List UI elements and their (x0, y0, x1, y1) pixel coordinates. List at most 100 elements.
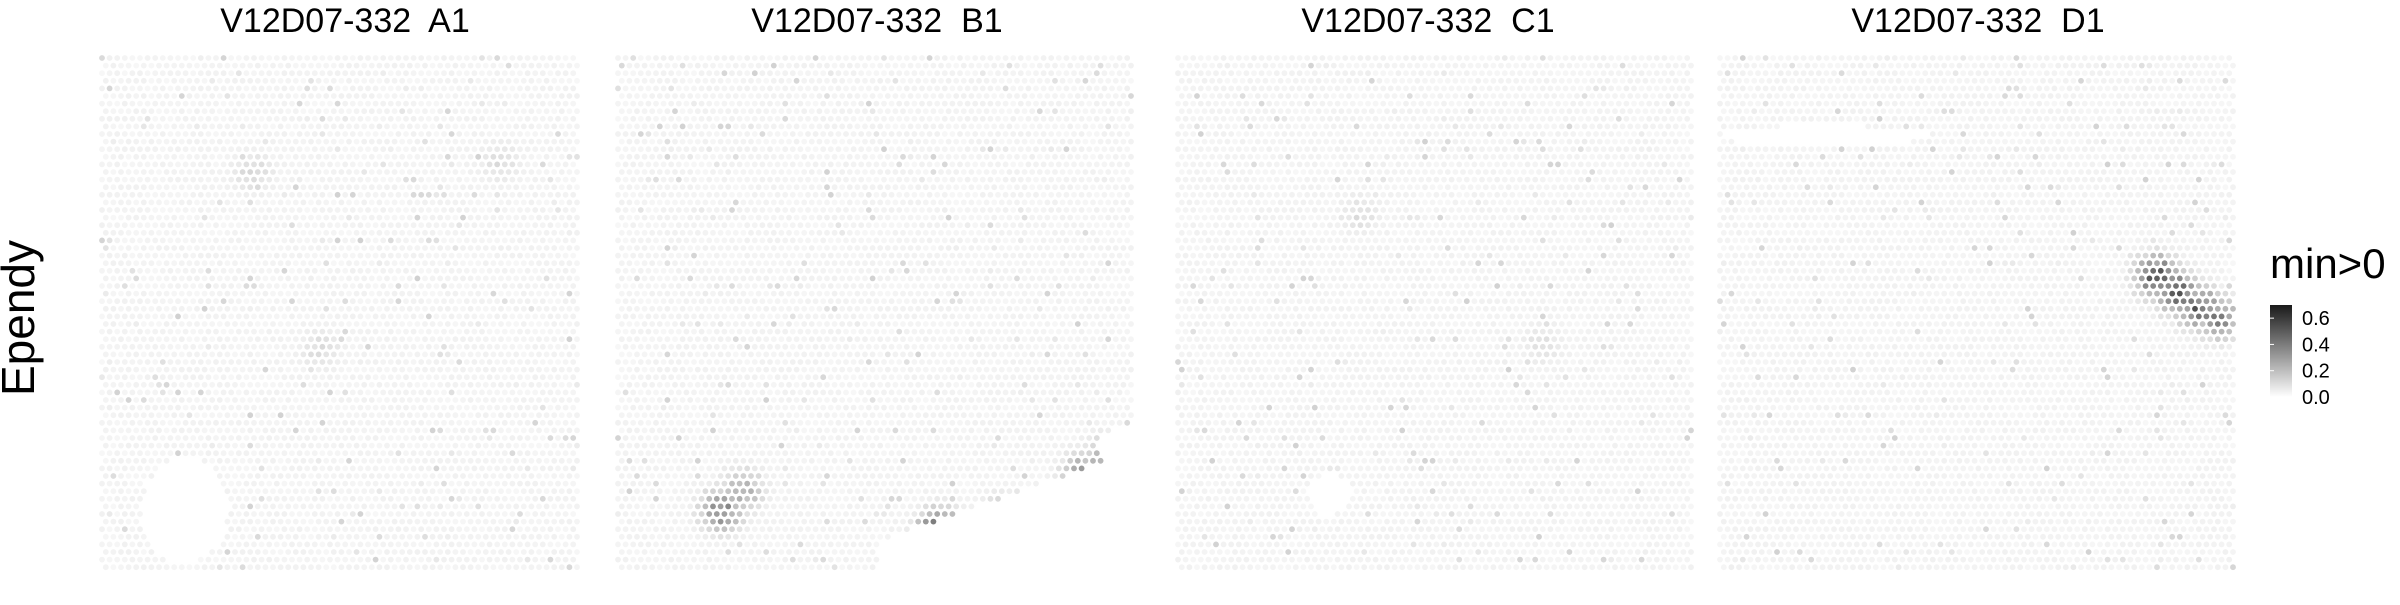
spot (235, 389, 242, 396)
spot (357, 222, 364, 229)
spot (539, 176, 546, 183)
spot (349, 389, 356, 396)
spot (479, 100, 485, 107)
spot (1112, 123, 1119, 130)
spot (494, 100, 501, 107)
spot (524, 222, 531, 229)
spot (270, 321, 276, 327)
spot (539, 237, 546, 244)
spot (384, 77, 390, 84)
spot (456, 298, 463, 305)
spot (425, 237, 432, 244)
spot (311, 176, 318, 183)
spot (368, 518, 375, 525)
spot (710, 108, 716, 115)
spot (399, 442, 406, 449)
spot (125, 245, 132, 251)
spot (289, 511, 295, 517)
spot (532, 237, 539, 244)
spot (243, 389, 250, 396)
spot (254, 351, 261, 358)
spot (349, 435, 356, 441)
spot (429, 564, 436, 571)
spot (304, 131, 311, 137)
spot (262, 457, 269, 464)
spot (558, 275, 565, 282)
spot (323, 366, 330, 373)
spot (1105, 123, 1112, 130)
spot (349, 55, 356, 61)
spot (148, 260, 155, 267)
spot (422, 62, 428, 69)
spot (368, 199, 375, 206)
spot (630, 115, 637, 122)
spot (513, 321, 520, 327)
spot (1093, 70, 1100, 77)
spot (957, 115, 963, 122)
spot (327, 435, 333, 441)
spot (319, 419, 326, 426)
spot (273, 222, 280, 229)
spot (391, 260, 398, 267)
spot (121, 283, 128, 289)
spot (182, 85, 189, 92)
spot (566, 260, 573, 267)
spot (945, 138, 952, 145)
spot (152, 191, 159, 198)
spot (376, 351, 383, 358)
spot (536, 184, 542, 191)
spot (444, 397, 451, 403)
spot (311, 389, 318, 396)
spot (524, 526, 531, 533)
spot (463, 511, 470, 517)
spot (270, 381, 276, 388)
spot (551, 488, 558, 495)
spot (102, 62, 109, 69)
spot (406, 260, 413, 267)
spot (403, 435, 409, 441)
spot (1097, 93, 1104, 99)
spot (498, 77, 504, 84)
spot (357, 267, 364, 274)
spot (361, 153, 368, 160)
spot (1010, 131, 1017, 137)
spot (384, 184, 390, 191)
spot (273, 556, 280, 563)
spot (243, 85, 250, 92)
spot (243, 176, 250, 183)
spot (213, 207, 219, 213)
spot (285, 275, 292, 282)
spot (308, 488, 314, 495)
spot (710, 62, 716, 69)
spot (808, 138, 815, 145)
spot (262, 366, 269, 373)
spot (357, 100, 364, 107)
spot (664, 93, 671, 99)
spot (178, 93, 185, 99)
spot (216, 397, 223, 403)
spot (296, 419, 303, 426)
spot (418, 207, 425, 213)
spot (732, 123, 739, 130)
spot (216, 245, 223, 251)
spot (1029, 123, 1036, 130)
spot (213, 298, 219, 305)
spot (452, 549, 459, 555)
spot (452, 305, 459, 312)
spot (289, 70, 295, 77)
spot (140, 533, 147, 540)
spot (304, 161, 311, 168)
spot (133, 336, 140, 343)
spot (140, 412, 147, 419)
spot (505, 275, 512, 282)
spot (1074, 62, 1081, 69)
spot (391, 123, 398, 130)
spot (121, 100, 128, 107)
spot (121, 313, 128, 320)
spot (539, 359, 546, 365)
spot (235, 511, 242, 517)
spot (296, 450, 303, 457)
spot (342, 70, 349, 77)
spot (543, 62, 550, 69)
spot (171, 169, 178, 175)
